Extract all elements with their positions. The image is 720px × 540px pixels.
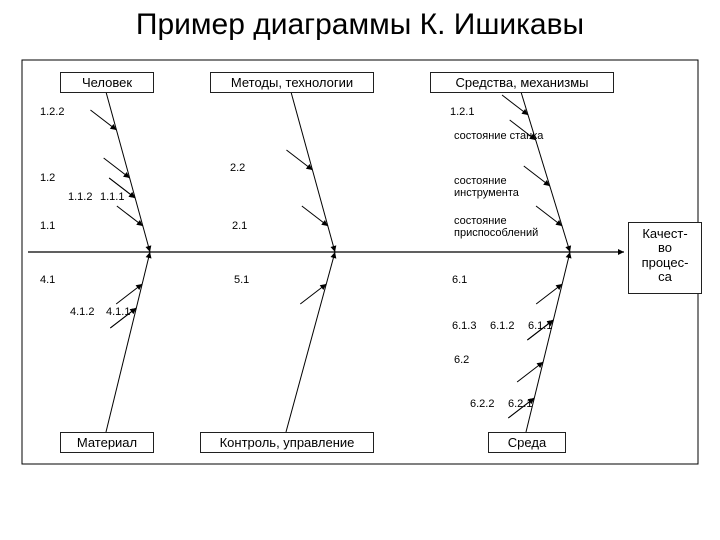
category-box-material: Материал xyxy=(60,432,154,453)
cause-label: 2.2 xyxy=(230,162,245,174)
cause-label: 6.1.2 xyxy=(490,320,514,332)
cause-label: 6.2.2 xyxy=(470,398,494,410)
cause-label: 2.1 xyxy=(232,220,247,232)
cause-label: 4.1 xyxy=(40,274,55,286)
category-box-means: Средства, механизмы xyxy=(430,72,614,93)
cause-label: 5.1 xyxy=(234,274,249,286)
category-box-env: Среда xyxy=(488,432,566,453)
cause-label: состояниеинструмента xyxy=(454,175,519,199)
cause-label: 6.2.1 xyxy=(508,398,532,410)
cause-label: 6.2 xyxy=(454,354,469,366)
category-box-methods: Методы, технологии xyxy=(210,72,374,93)
cause-label: 6.1 xyxy=(452,274,467,286)
cause-label: состояние станка xyxy=(454,130,543,142)
category-box-person: Человек xyxy=(60,72,154,93)
cause-label: 1.2.2 xyxy=(40,106,64,118)
cause-label: состояниеприспособлений xyxy=(454,215,538,239)
cause-label: 1.2.1 xyxy=(450,106,474,118)
cause-label: 1.2 xyxy=(40,172,55,184)
cause-label: 4.1.2 xyxy=(70,306,94,318)
cause-label: 1.1.2 xyxy=(68,191,92,203)
result-box: Качест-вопроцес-са xyxy=(628,222,702,294)
cause-label: 6.1.1 xyxy=(528,320,552,332)
cause-label: 4.1.1 xyxy=(106,306,130,318)
cause-label: 1.1 xyxy=(40,220,55,232)
category-box-control: Контроль, управление xyxy=(200,432,374,453)
cause-label: 6.1.3 xyxy=(452,320,476,332)
cause-label: 1.1.1 xyxy=(100,191,124,203)
